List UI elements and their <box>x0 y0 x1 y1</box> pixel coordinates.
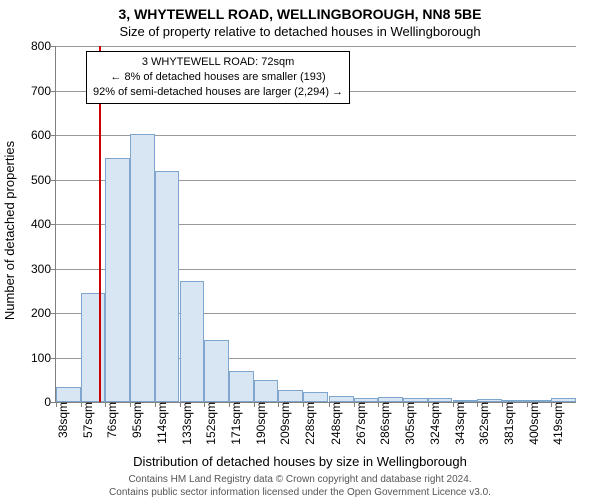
info-box-line: 3 WHYTEWELL ROAD: 72sqm <box>93 55 343 70</box>
histogram-bar <box>303 392 328 402</box>
y-tick-label: 300 <box>31 262 56 276</box>
x-tick-label: 95sqm <box>126 402 144 438</box>
x-tick-label: 419sqm <box>547 402 565 445</box>
x-tick-label: 267sqm <box>350 402 368 445</box>
x-tick-label: 209sqm <box>274 402 292 445</box>
x-tick-label: 228sqm <box>299 402 317 445</box>
histogram-bar <box>180 281 205 402</box>
plot-area: 010020030040050060070080038sqm57sqm76sqm… <box>55 46 576 403</box>
y-tick-label: 200 <box>31 306 56 320</box>
y-tick-label: 400 <box>31 217 56 231</box>
x-tick-label: 343sqm <box>449 402 467 445</box>
y-tick-label: 500 <box>31 173 56 187</box>
x-tick-label: 57sqm <box>77 402 95 438</box>
x-tick-label: 76sqm <box>101 402 119 438</box>
x-axis-label: Distribution of detached houses by size … <box>0 454 600 469</box>
chart-subtitle: Size of property relative to detached ho… <box>0 24 600 39</box>
chart-container: 3, WHYTEWELL ROAD, WELLINGBOROUGH, NN8 5… <box>0 0 600 500</box>
y-tick-label: 800 <box>31 39 56 53</box>
x-tick-label: 362sqm <box>473 402 491 445</box>
x-tick-label: 305sqm <box>399 402 417 445</box>
histogram-bar <box>229 371 254 402</box>
y-tick-label: 700 <box>31 84 56 98</box>
y-tick-label: 600 <box>31 128 56 142</box>
histogram-bar <box>278 390 303 402</box>
footer-line: Contains public sector information licen… <box>0 487 600 500</box>
info-box-line: ← 8% of detached houses are smaller (193… <box>93 70 343 85</box>
histogram-bar <box>81 293 106 402</box>
x-tick-label: 133sqm <box>176 402 194 445</box>
x-tick-label: 248sqm <box>325 402 343 445</box>
histogram-bar <box>130 134 155 402</box>
histogram-bar <box>204 340 229 402</box>
y-axis-label: Number of detached properties <box>2 0 18 460</box>
info-box: 3 WHYTEWELL ROAD: 72sqm← 8% of detached … <box>86 51 350 104</box>
footer-attribution: Contains HM Land Registry data © Crown c… <box>0 474 600 499</box>
histogram-bar <box>254 380 279 402</box>
histogram-bar <box>105 158 130 402</box>
x-tick-label: 324sqm <box>424 402 442 445</box>
x-tick-label: 286sqm <box>374 402 392 445</box>
x-tick-label: 114sqm <box>151 402 169 444</box>
x-tick-label: 190sqm <box>250 402 268 445</box>
x-tick-label: 152sqm <box>200 402 218 445</box>
histogram-bar <box>56 387 81 402</box>
info-box-line: 92% of semi-detached houses are larger (… <box>93 85 343 100</box>
footer-line: Contains HM Land Registry data © Crown c… <box>0 474 600 487</box>
x-tick-label: 38sqm <box>52 402 70 438</box>
y-tick-label: 100 <box>31 351 56 365</box>
chart-title: 3, WHYTEWELL ROAD, WELLINGBOROUGH, NN8 5… <box>0 6 600 22</box>
x-tick-label: 171sqm <box>225 402 243 445</box>
gridline <box>56 46 576 47</box>
histogram-bar <box>155 171 180 402</box>
x-tick-label: 400sqm <box>523 402 541 445</box>
x-tick-label: 381sqm <box>498 402 516 445</box>
